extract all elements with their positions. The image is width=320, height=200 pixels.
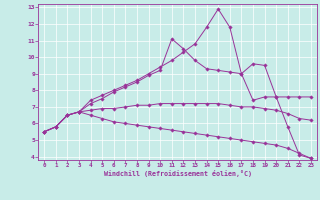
X-axis label: Windchill (Refroidissement éolien,°C): Windchill (Refroidissement éolien,°C) [104, 170, 252, 177]
